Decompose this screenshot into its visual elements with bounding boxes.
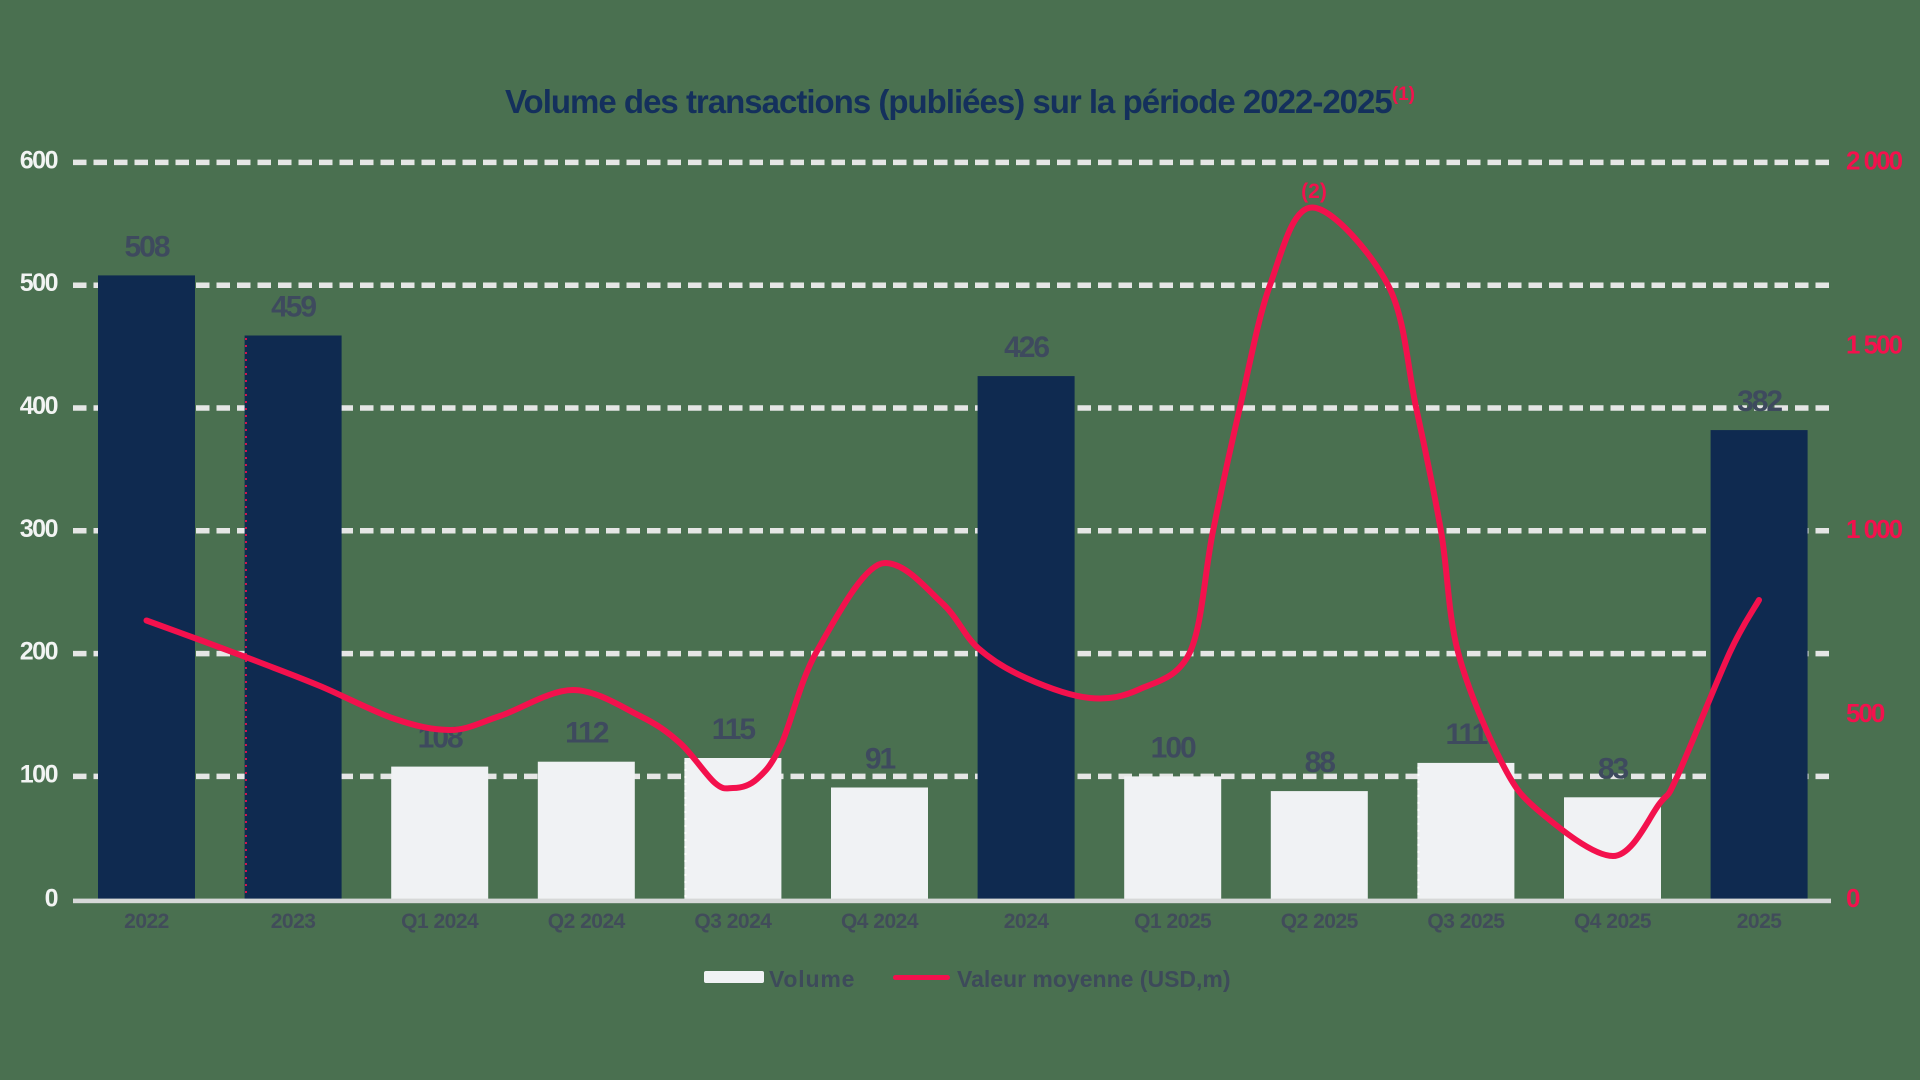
svg-text:Q4 2024: Q4 2024: [841, 910, 919, 933]
svg-text:0: 0: [1846, 883, 1860, 913]
svg-text:300: 300: [20, 515, 58, 543]
svg-text:91: 91: [865, 743, 896, 776]
svg-text:200: 200: [20, 638, 58, 666]
svg-text:2025: 2025: [1737, 910, 1783, 933]
svg-text:Q1 2024: Q1 2024: [401, 910, 479, 933]
svg-text:88: 88: [1305, 746, 1336, 779]
svg-text:508: 508: [124, 230, 169, 263]
svg-text:83: 83: [1598, 752, 1629, 785]
svg-text:Q2 2024: Q2 2024: [548, 910, 626, 933]
svg-text:Q1 2025: Q1 2025: [1134, 910, 1212, 933]
svg-text:600: 600: [20, 146, 58, 174]
svg-text:2024: 2024: [1004, 910, 1050, 933]
svg-text:112: 112: [565, 717, 609, 750]
svg-text:2022: 2022: [124, 910, 169, 933]
svg-text:100: 100: [1151, 731, 1196, 764]
svg-text:Q3 2025: Q3 2025: [1427, 910, 1505, 933]
svg-text:2 000: 2 000: [1846, 145, 1903, 175]
svg-text:500: 500: [20, 269, 58, 297]
svg-text:Q3 2024: Q3 2024: [694, 910, 772, 933]
svg-text:382: 382: [1737, 385, 1782, 418]
svg-text:0: 0: [45, 885, 58, 913]
svg-text:1 500: 1 500: [1846, 330, 1903, 360]
svg-text:100: 100: [20, 760, 58, 788]
svg-text:(2): (2): [1301, 180, 1327, 203]
svg-text:500: 500: [1846, 698, 1885, 728]
svg-text:115: 115: [712, 713, 756, 746]
svg-text:400: 400: [20, 392, 58, 420]
svg-text:426: 426: [1004, 331, 1049, 364]
svg-text:Q2 2025: Q2 2025: [1281, 910, 1359, 933]
svg-text:459: 459: [271, 291, 316, 324]
svg-text:1 000: 1 000: [1846, 514, 1903, 544]
svg-text:Q4 2025: Q4 2025: [1574, 910, 1652, 933]
svg-text:2023: 2023: [271, 910, 316, 933]
